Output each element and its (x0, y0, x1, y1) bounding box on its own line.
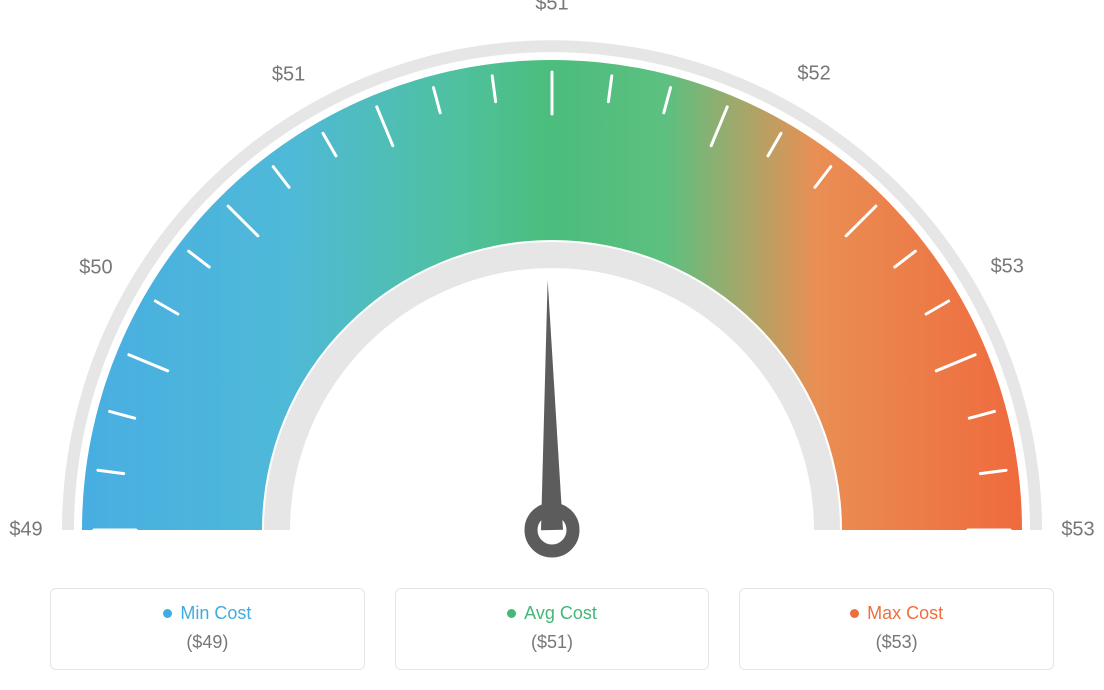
scale-label: $53 (1061, 519, 1094, 542)
dot-icon (507, 609, 516, 618)
legend-value-min: ($49) (69, 632, 346, 653)
legend-title-text: Avg Cost (524, 603, 597, 624)
legend-card-min: Min Cost ($49) (50, 588, 365, 670)
legend-title-min: Min Cost (163, 603, 251, 624)
cost-gauge-chart: $49 $50 $51 $51 $52 $53 $53 Min Cost ($49) Avg… (0, 0, 1104, 690)
legend-row: Min Cost ($49) Avg Cost ($51) Max Cost (… (50, 588, 1054, 670)
gauge-area: $49 $50 $51 $51 $52 $53 $53 (0, 0, 1104, 570)
scale-label: $51 (272, 63, 305, 86)
legend-title-avg: Avg Cost (507, 603, 597, 624)
scale-label: $53 (991, 255, 1024, 278)
legend-card-avg: Avg Cost ($51) (395, 588, 710, 670)
legend-title-max: Max Cost (850, 603, 943, 624)
legend-value-avg: ($51) (414, 632, 691, 653)
gauge-svg (0, 0, 1104, 570)
legend-card-max: Max Cost ($53) (739, 588, 1054, 670)
scale-label: $49 (9, 519, 42, 542)
scale-label: $51 (535, 0, 568, 16)
dot-icon (850, 609, 859, 618)
legend-value-max: ($53) (758, 632, 1035, 653)
scale-label: $52 (797, 62, 830, 85)
scale-label: $50 (79, 256, 112, 279)
legend-title-text: Min Cost (180, 603, 251, 624)
dot-icon (163, 609, 172, 618)
legend-title-text: Max Cost (867, 603, 943, 624)
